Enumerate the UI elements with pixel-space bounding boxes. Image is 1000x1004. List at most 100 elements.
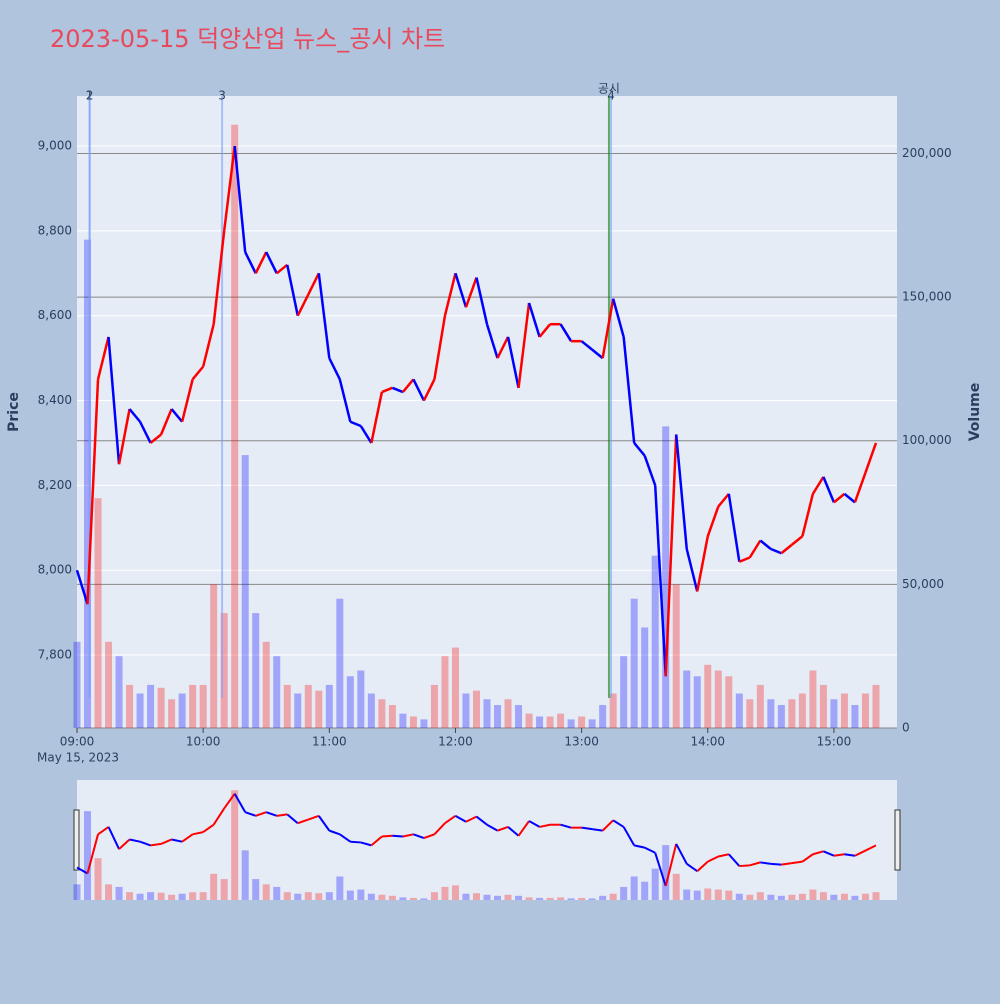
mini-price-segment [402, 833, 414, 838]
mini-volume-bar [704, 888, 712, 900]
mini-price-segment [675, 843, 688, 865]
mini-price-segment [760, 861, 771, 865]
mini-price-segment [244, 811, 257, 817]
price-segment [664, 434, 678, 677]
mini-volume-bar [409, 897, 417, 900]
mini-volume-bar [441, 886, 449, 900]
price-segment [717, 493, 730, 508]
mini-volume-bar [462, 893, 470, 900]
mini-price-segment [381, 834, 393, 838]
price-segment [454, 272, 468, 308]
price-segment [412, 378, 426, 402]
price-segment [822, 476, 836, 503]
range-handle[interactable] [73, 809, 80, 871]
volume-bar [840, 693, 848, 728]
range-handle[interactable] [894, 809, 901, 871]
mini-price-segment [696, 860, 709, 872]
volume-bar [73, 641, 81, 728]
mini-price-segment [139, 840, 151, 847]
volume-bar [304, 684, 312, 728]
range-slider[interactable] [77, 780, 897, 900]
mini-volume-bar [147, 892, 155, 900]
mini-price-segment [581, 826, 593, 831]
price-segment [770, 547, 782, 555]
price-segment [107, 336, 121, 465]
mini-price-segment [223, 793, 236, 810]
mini-volume-bar [136, 893, 144, 900]
mini-price-segment [486, 823, 499, 832]
mini-price-segment [528, 820, 541, 828]
volume-bar [462, 693, 470, 728]
y-tick-label: 8,800 [38, 223, 72, 237]
mini-price-segment [413, 833, 425, 839]
mini-volume-bar [809, 889, 817, 900]
price-segment [338, 379, 352, 423]
mini-volume-bar [840, 893, 848, 900]
volume-bar [788, 699, 796, 728]
volume-bar [199, 684, 207, 728]
mini-volume-bar [683, 889, 691, 900]
price-segment [517, 302, 531, 388]
volume-bar [273, 656, 281, 728]
mini-volume-bar [357, 889, 365, 900]
annotation-label: 2 [86, 89, 94, 103]
mini-price-segment [286, 813, 299, 825]
price-segment [864, 442, 878, 474]
volume-bar [515, 705, 523, 728]
mini-volume-bar [168, 894, 176, 900]
mini-price-segment [433, 822, 446, 836]
mini-price-segment [454, 814, 467, 823]
price-segment [307, 272, 320, 296]
volume-bar [861, 693, 869, 728]
price-segment [811, 476, 825, 495]
price-segment [443, 272, 457, 317]
mini-volume-bar [567, 898, 575, 900]
mini-price-segment [350, 840, 361, 844]
mini-price-segment [423, 833, 435, 839]
mini-volume-bar [494, 895, 502, 900]
mini-price-segment [707, 855, 719, 863]
volume-bar [105, 641, 113, 728]
mini-price-segment [118, 838, 131, 850]
volume-bar [872, 684, 880, 728]
price-segment [86, 379, 100, 605]
volume-bar [557, 713, 565, 728]
volume-bar [241, 455, 249, 728]
price-segment [401, 378, 415, 393]
price-segment [485, 323, 499, 359]
mini-volume-bar [557, 897, 565, 900]
price-segment [359, 425, 373, 444]
price-segment [738, 556, 751, 563]
volume-bar [525, 713, 533, 728]
mini-volume-bar [735, 893, 743, 900]
annotation-label: 3 [218, 89, 226, 103]
mini-volume-bar [220, 879, 228, 900]
y2-tick-label: 0 [902, 721, 910, 735]
volume-bar [231, 124, 239, 728]
price-segment [601, 298, 615, 359]
volume-bar [168, 699, 176, 728]
mini-price-segment [475, 815, 488, 826]
volume-bar [599, 705, 607, 728]
mini-price-segment [517, 820, 530, 837]
x-date-label: May 15, 2023 [37, 751, 119, 765]
price-segment [296, 293, 310, 317]
price-segment [128, 408, 142, 423]
price-segment [780, 543, 793, 555]
price-segment [748, 539, 762, 559]
price-segment [138, 421, 152, 444]
y-axis-label: Price [6, 392, 22, 432]
mini-volume-bar [819, 892, 827, 900]
mini-volume-bar [210, 873, 218, 900]
volume-bar [725, 676, 733, 728]
mini-volume-bar [536, 897, 544, 900]
mini-volume-bar [620, 886, 628, 900]
mini-price-segment [770, 862, 782, 866]
volume-bar [399, 713, 407, 728]
mini-volume-bar [777, 895, 785, 900]
mini-volume-bar [788, 894, 796, 900]
mini-price-segment [854, 849, 866, 857]
volume-bar [809, 670, 817, 728]
volume-bar [378, 699, 386, 728]
